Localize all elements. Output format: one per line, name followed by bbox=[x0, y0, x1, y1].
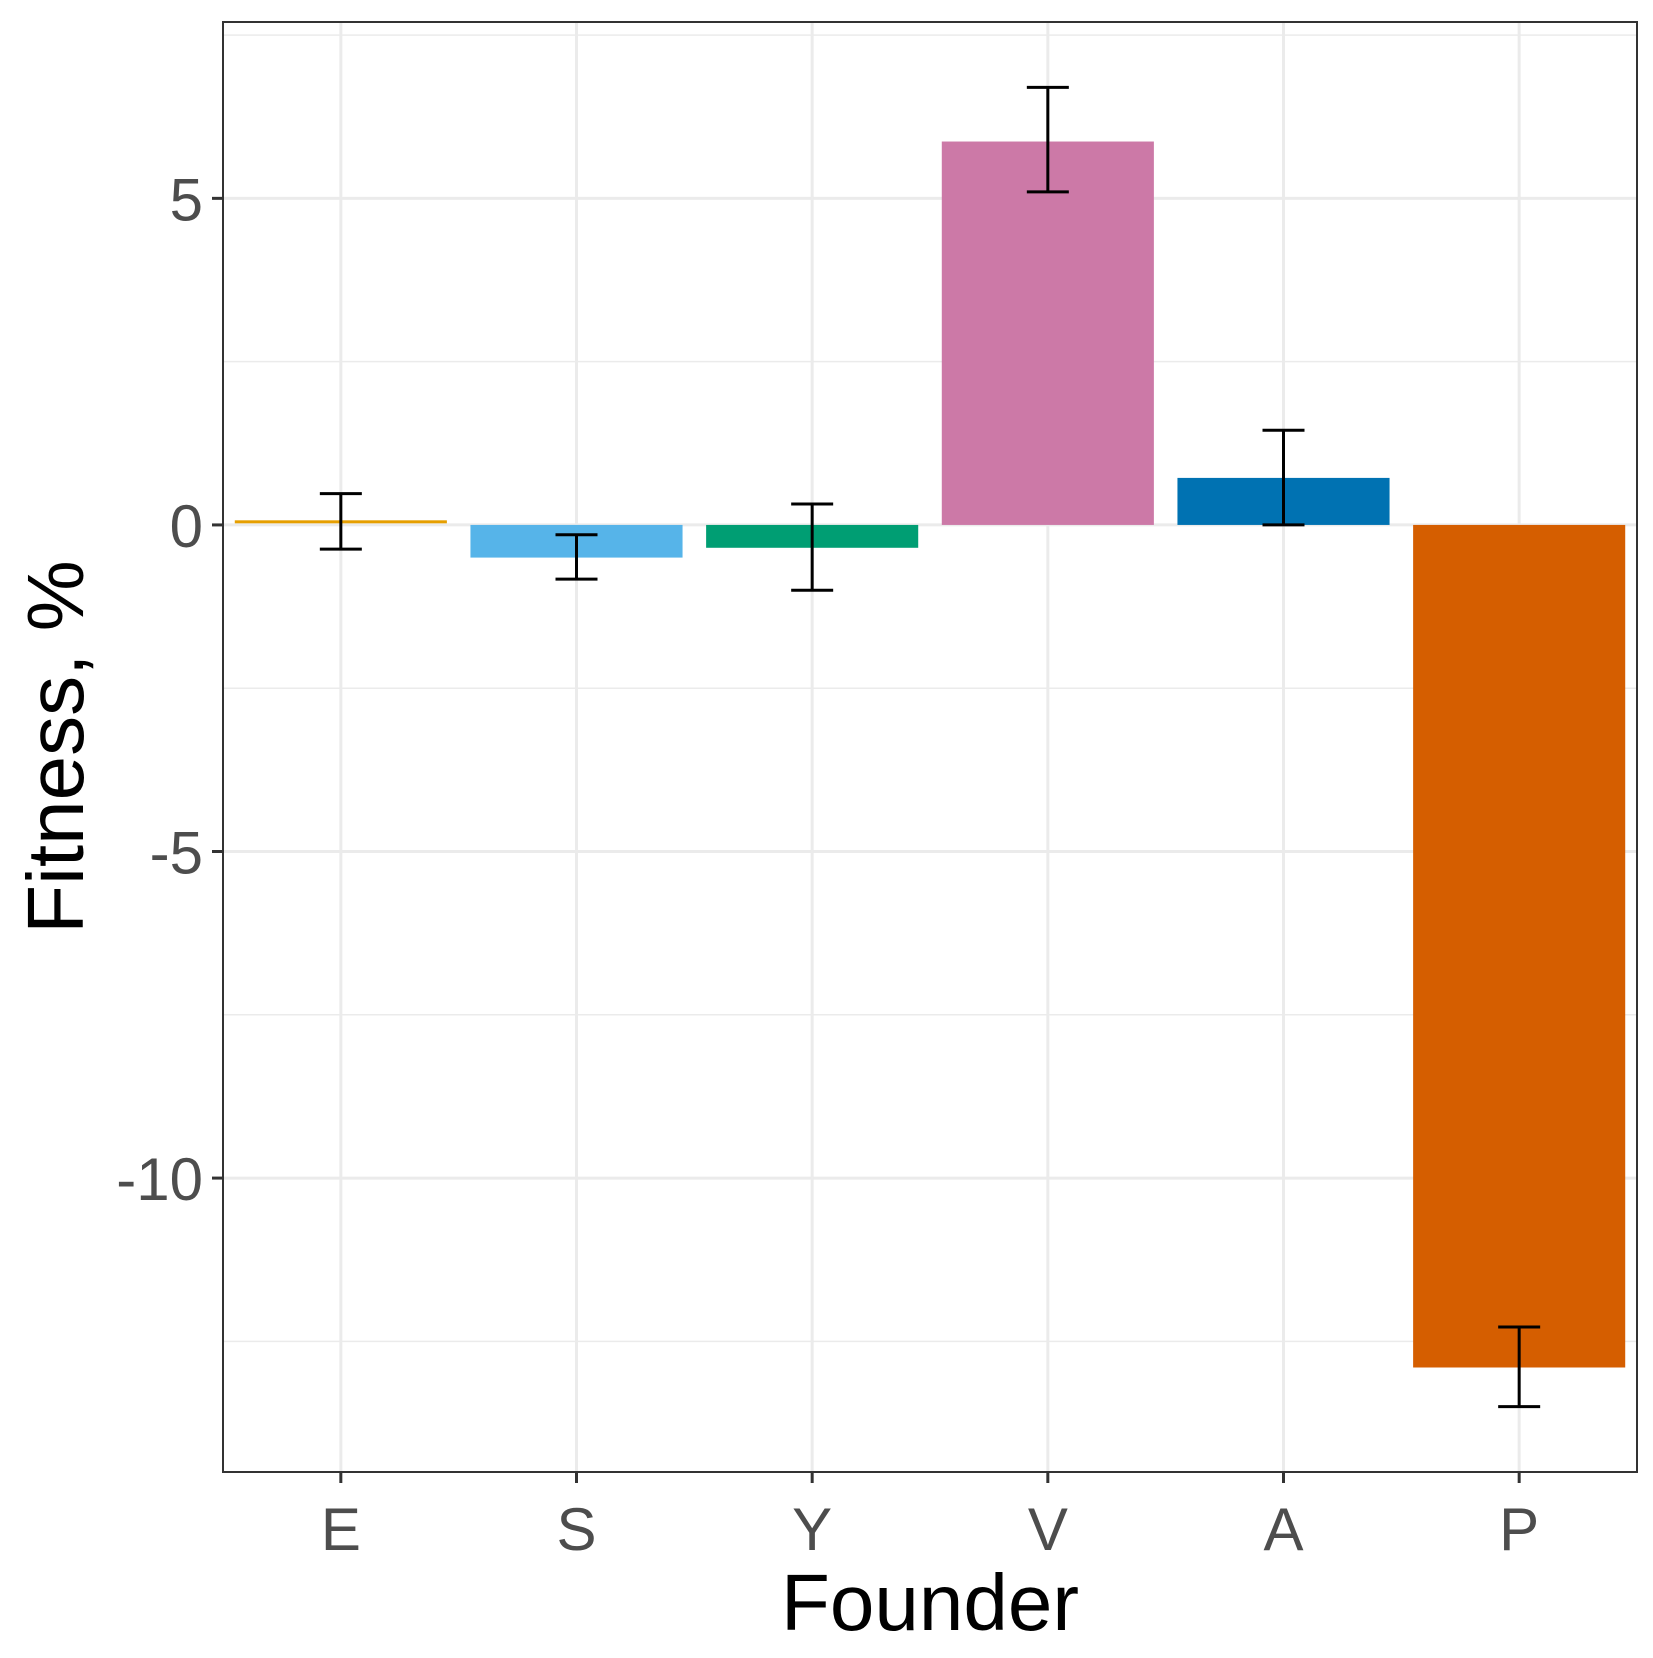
x-tick-label: V bbox=[1028, 1496, 1068, 1563]
y-axis-title: Fitness, % bbox=[11, 560, 100, 933]
error-bar bbox=[1262, 428, 1305, 527]
x-tick-label: Y bbox=[792, 1496, 832, 1563]
grid-lines bbox=[223, 22, 1637, 1472]
bars bbox=[234, 141, 1626, 1368]
panel-border bbox=[222, 21, 1638, 1473]
y-tick-label: 5 bbox=[170, 166, 203, 233]
error-bar bbox=[319, 492, 362, 551]
axes: 5 0 -5 -10 E S Y V A P bbox=[116, 166, 1539, 1563]
y-tick-label: -10 bbox=[116, 1146, 203, 1213]
bar bbox=[941, 141, 1154, 525]
x-tick-label: A bbox=[1263, 1496, 1303, 1563]
x-tick-label: S bbox=[556, 1496, 596, 1563]
error-bars bbox=[319, 85, 1541, 1409]
y-tick-label: -5 bbox=[150, 820, 203, 887]
error-bar bbox=[1498, 1325, 1541, 1409]
x-tick-label: P bbox=[1499, 1496, 1539, 1563]
panel-background bbox=[223, 22, 1637, 1472]
x-tick-label: E bbox=[321, 1496, 361, 1563]
error-bar bbox=[1026, 85, 1069, 194]
bar bbox=[1413, 524, 1626, 1368]
x-axis-title: Founder bbox=[781, 1558, 1079, 1647]
error-bar bbox=[555, 533, 598, 581]
y-tick-label: 0 bbox=[170, 493, 203, 560]
error-bar bbox=[791, 502, 834, 592]
